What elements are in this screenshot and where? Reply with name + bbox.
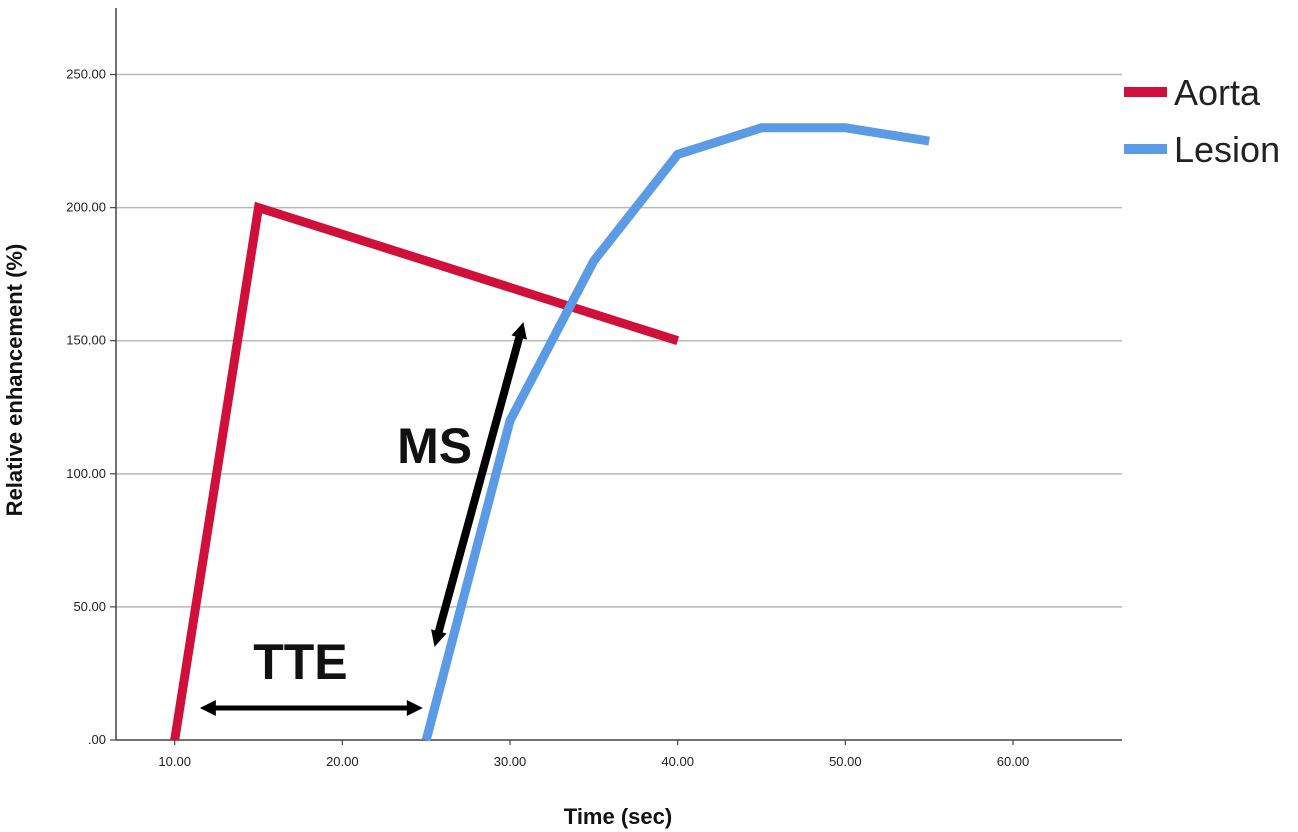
annotation-arrowhead-start-tte [199,700,216,717]
x-tick-label-5: 60.00 [997,754,1030,769]
y-axis-label: Relative enhancement (%) [2,244,27,517]
x-tick-label-0: 10.00 [158,754,191,769]
annotation-arrow-ms [433,332,525,637]
series-line-lesion [421,123,930,742]
y-tick-label-4: 200.00 [66,200,106,215]
series-lines [170,123,930,742]
x-axis-label: Time (sec) [564,804,672,829]
x-tick-label-4: 50.00 [829,754,862,769]
y-tick-label-1: 50.00 [73,599,106,614]
y-tick-label-5: 250.00 [66,67,106,82]
y-tick-label-2: 100.00 [66,466,106,481]
annotation-arrowhead-start-ms [431,629,447,647]
x-tick-label-1: 20.00 [326,754,359,769]
annotation-label-tte: TTE [253,634,347,690]
gridlines [116,73,1122,608]
y-tick-label-3: 150.00 [66,333,106,348]
series-line-aorta [170,201,680,741]
axes [115,8,1122,741]
legend: Aorta Lesion [1124,72,1280,170]
legend-label-aorta: Aorta [1174,72,1261,113]
x-tick-labels: 10.00 20.00 30.00 40.00 50.00 60.00 [158,740,1029,769]
annotation-arrowhead-end-tte [406,700,423,717]
annotation-label-ms: MS [397,418,472,474]
legend-label-lesion: Lesion [1174,129,1280,170]
annotations: TTE MS [199,322,527,717]
y-tick-labels: .00 50.00 100.00 150.00 200.00 250.00 [66,67,116,747]
annotation-arrowhead-end-ms [511,322,527,340]
y-tick-label-0: .00 [88,732,106,747]
x-tick-label-2: 30.00 [494,754,527,769]
x-tick-label-3: 40.00 [661,754,694,769]
